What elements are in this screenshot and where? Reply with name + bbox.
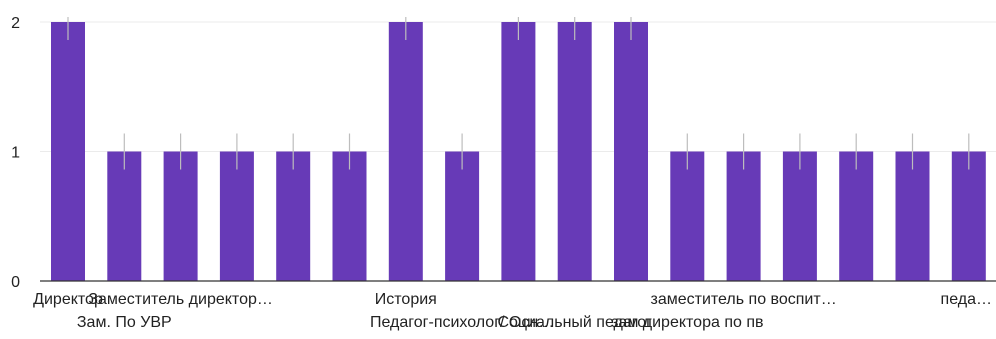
bar <box>839 151 874 281</box>
x-tick-label: История <box>375 291 437 308</box>
x-tick-label: Заместитель директор… <box>88 291 273 308</box>
bar <box>332 151 367 281</box>
bar <box>219 151 254 281</box>
bar <box>726 151 761 281</box>
bars <box>51 22 986 281</box>
x-tick-label: Социальный педагог <box>497 314 652 331</box>
bar <box>163 151 198 281</box>
bar <box>51 22 85 281</box>
bar <box>614 22 648 281</box>
bar <box>107 151 142 281</box>
x-tick-label: заместитель по воспит… <box>651 291 837 308</box>
bar <box>782 151 817 281</box>
bar <box>276 151 311 281</box>
bar <box>501 22 536 281</box>
y-tick-label: 2 <box>11 15 20 32</box>
bar <box>670 151 705 281</box>
y-tick-label: 1 <box>11 145 20 162</box>
x-tick-label: зам директора по пв <box>611 314 763 331</box>
x-tick-label: Директор <box>33 291 103 308</box>
error-bars <box>67 17 970 170</box>
y-axis-ticks: 0 1 2 <box>11 15 20 291</box>
x-tick-label: Педагог-психолог/ Осн… <box>370 314 554 331</box>
x-tick-label: Зам. По УВР <box>77 314 172 331</box>
y-tick-label: 0 <box>11 274 20 291</box>
x-axis-labels: Директор Зам. По УВР Заместитель директор…… <box>33 291 992 331</box>
bar <box>445 151 480 281</box>
bar <box>388 22 423 281</box>
bar <box>895 151 930 281</box>
bar <box>951 151 986 281</box>
bar <box>557 22 592 281</box>
x-tick-label: педа… <box>941 291 992 308</box>
